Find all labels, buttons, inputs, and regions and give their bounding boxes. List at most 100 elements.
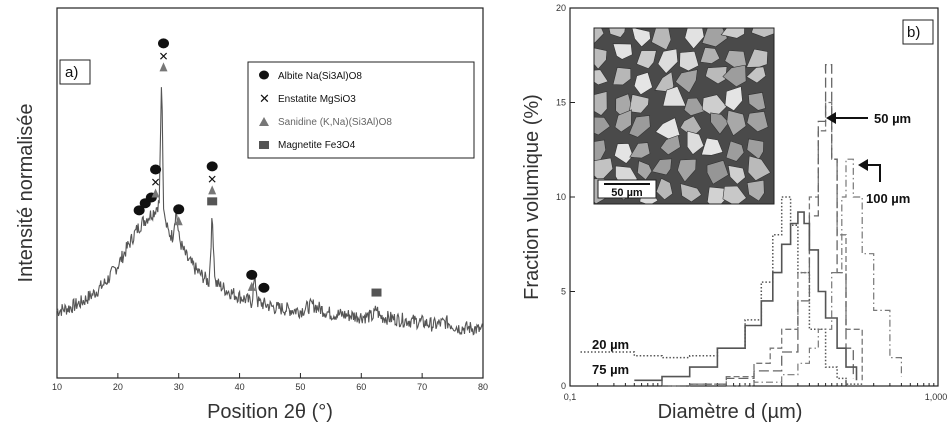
sem-grain	[748, 92, 766, 111]
legend-square-marker	[259, 141, 269, 149]
size-distribution-series-solid	[634, 211, 858, 382]
sem-grain	[746, 138, 764, 160]
y-tick-label-b: 5	[561, 287, 566, 297]
panel-b-label: b)	[907, 24, 920, 41]
sem-grain	[725, 140, 745, 162]
y-tick-label-b: 0	[561, 381, 566, 391]
albite-marker	[206, 161, 218, 172]
sanidine-marker	[159, 62, 168, 72]
sem-grain	[631, 28, 651, 48]
sem-grain	[612, 43, 633, 60]
legend-box	[247, 61, 475, 159]
albite-marker	[158, 38, 169, 49]
sem-grain	[701, 28, 728, 48]
x-tick-label-a: 30	[174, 382, 184, 392]
x-tick-label-a: 80	[478, 382, 488, 392]
annotation-100um: 100 µm	[866, 191, 910, 206]
sem-grain	[651, 158, 672, 176]
sem-grain	[594, 91, 608, 116]
sem-grain	[594, 69, 609, 86]
albite-marker	[246, 269, 258, 280]
y-axis-label-b: Fraction volumique (%)	[521, 94, 543, 300]
legend-circle-marker	[259, 70, 269, 80]
sem-grain	[594, 116, 611, 136]
x-tick-label-a: 70	[417, 382, 427, 392]
sem-grain	[594, 47, 608, 70]
sanidine-marker	[174, 216, 183, 226]
sem-grain	[686, 130, 705, 155]
panel-a-label: a)	[65, 64, 78, 81]
sem-grain	[684, 28, 705, 50]
sem-grain	[706, 159, 729, 185]
panel-b-label-box	[902, 19, 934, 45]
x-axis-label-a: Position 2θ (°)	[207, 401, 333, 423]
enstatite-marker: ✕	[207, 172, 217, 186]
sem-grain	[724, 86, 743, 112]
sem-grain	[662, 85, 687, 107]
arrow-100um-head	[858, 159, 868, 171]
albite-marker	[258, 282, 270, 293]
x-tick-label-a: 20	[113, 382, 123, 392]
sem-grain	[679, 50, 700, 72]
legend-entry-magnetite: Magnetite Fe3O4	[278, 140, 356, 151]
sem-grain	[727, 165, 746, 185]
legend-entry-sanidine: Sanidine (K,Na)(Si3Al)O8	[278, 117, 392, 128]
sem-grain	[677, 158, 697, 183]
size-distribution-series-dashed	[662, 101, 863, 387]
sem-grain	[659, 135, 681, 156]
sem-grain	[726, 109, 747, 137]
sem-grain	[701, 137, 724, 156]
albite-marker	[133, 205, 145, 216]
x-tick-label-a: 10	[52, 382, 62, 392]
y-tick-label-b: 15	[556, 98, 566, 108]
enstatite-marker: ✕	[151, 176, 161, 190]
xrd-pattern-line	[56, 87, 484, 336]
panel-a-label-box	[59, 59, 91, 85]
sem-grain	[651, 28, 672, 51]
sem-grain	[608, 28, 626, 38]
sem-grain	[746, 111, 769, 133]
sem-grain	[722, 64, 747, 88]
sem-grain	[746, 66, 767, 84]
sem-grain	[751, 28, 774, 38]
sem-grain	[657, 48, 679, 74]
size-distribution-series-dash-dot	[726, 158, 902, 387]
x-tick-label-a: 60	[356, 382, 366, 392]
sem-grain	[706, 186, 725, 204]
sem-grain	[614, 143, 634, 164]
sem-grain	[680, 183, 702, 203]
albite-marker	[173, 204, 185, 215]
sem-grain	[705, 66, 728, 85]
sem-grain	[614, 109, 632, 133]
sem-grain	[612, 67, 632, 86]
sem-grain	[746, 48, 769, 68]
enstatite-marker: ✕	[158, 49, 168, 63]
sem-grain	[636, 50, 657, 70]
annotation-50um: 50 µm	[874, 111, 911, 126]
legend-triangle-marker	[259, 117, 269, 126]
legend-entry-albite: Albite Na(Si3Al)O8	[278, 71, 362, 82]
size-distribution-series-dotted	[580, 196, 863, 386]
sem-grain	[720, 28, 745, 39]
annotation-20um: 20 µm	[592, 337, 629, 352]
sanidine-marker	[247, 281, 256, 291]
x-tick-label-a: 50	[295, 382, 305, 392]
x-tick-label-b: 0,1	[564, 392, 577, 402]
x-axis-label-b: Diamètre d (µm)	[658, 401, 803, 423]
arrow-50um-head	[826, 112, 836, 124]
legend: Albite Na(Si3Al)O8 ✕ Enstatite MgSiO3 Sa…	[247, 61, 475, 159]
sem-grain	[675, 69, 698, 94]
y-axis-label-a: Intensité normalisée	[15, 104, 37, 283]
magnetite-marker	[371, 288, 382, 297]
sem-grain	[628, 115, 651, 138]
sem-grain	[628, 94, 650, 114]
sem-grain	[699, 47, 721, 64]
sem-grain	[746, 179, 765, 202]
sem-grain	[683, 97, 706, 117]
x-tick-label-a: 40	[235, 382, 245, 392]
sem-grain	[722, 185, 747, 204]
sem-grain	[633, 72, 653, 96]
x-tick-label-b: 1,000	[925, 392, 948, 402]
sem-grain	[747, 155, 771, 182]
